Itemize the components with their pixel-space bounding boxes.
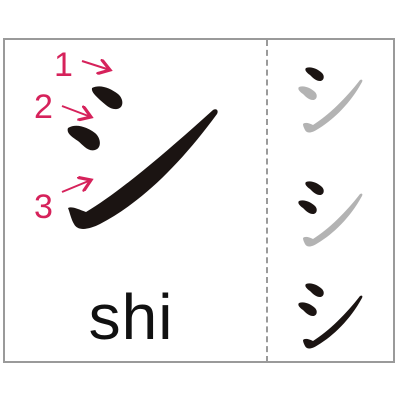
panel-divider bbox=[266, 40, 268, 362]
main-stroke-3 bbox=[68, 109, 218, 229]
main-stroke-1 bbox=[91, 86, 123, 110]
stroke-number-2: 2 bbox=[34, 88, 53, 126]
stroke-arrow-2 bbox=[61, 105, 91, 117]
stroke-order-card bbox=[3, 38, 395, 363]
stroke-number-1: 1 bbox=[54, 46, 73, 84]
romaji-label: shi bbox=[88, 281, 174, 353]
stroke-arrow-3 bbox=[61, 180, 91, 193]
main-stroke-2 bbox=[67, 125, 100, 151]
stroke-number-3: 3 bbox=[34, 188, 53, 226]
stroke-arrow-1 bbox=[81, 61, 110, 70]
step-2-figure bbox=[298, 181, 363, 247]
step-1-figure bbox=[298, 67, 363, 133]
step-3-figure bbox=[298, 283, 363, 349]
